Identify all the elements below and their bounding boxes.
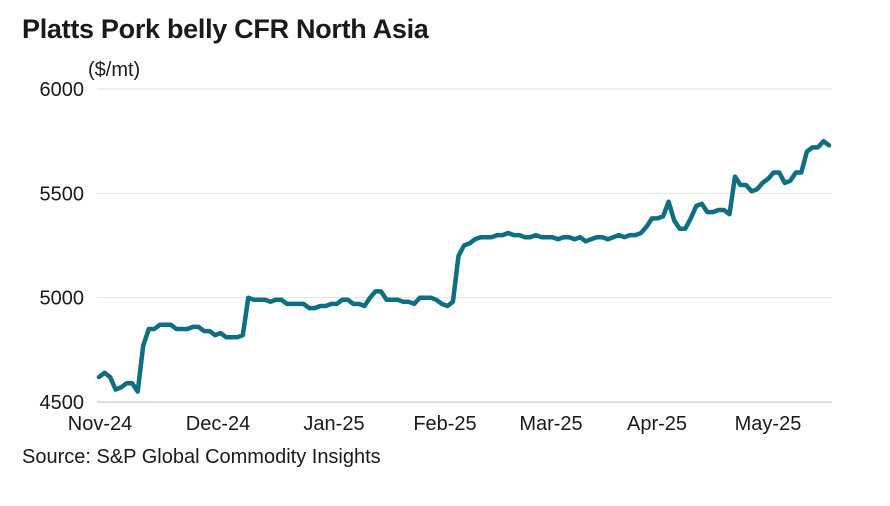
x-tick-label: Nov-24: [68, 413, 132, 435]
y-tick-label: 4500: [40, 392, 85, 414]
y-tick-label: 5000: [40, 288, 85, 310]
x-tick-label: Dec-24: [186, 413, 250, 435]
x-tick-label: Mar-25: [519, 413, 582, 435]
y-tick-label: 6000: [40, 79, 85, 101]
y-axis-unit-label: ($/mt): [88, 59, 140, 81]
chart-title: Platts Pork belly CFR North Asia: [22, 14, 429, 44]
x-tick-label: May-25: [735, 413, 802, 435]
x-tick-label: Jan-25: [303, 413, 364, 435]
source-note: Source: S&P Global Commodity Insights: [22, 446, 381, 468]
x-tick-label: Feb-25: [413, 413, 476, 435]
y-tick-label: 5500: [40, 183, 85, 205]
price-series-line: [96, 138, 832, 394]
x-tick-label: Apr-25: [627, 413, 687, 435]
